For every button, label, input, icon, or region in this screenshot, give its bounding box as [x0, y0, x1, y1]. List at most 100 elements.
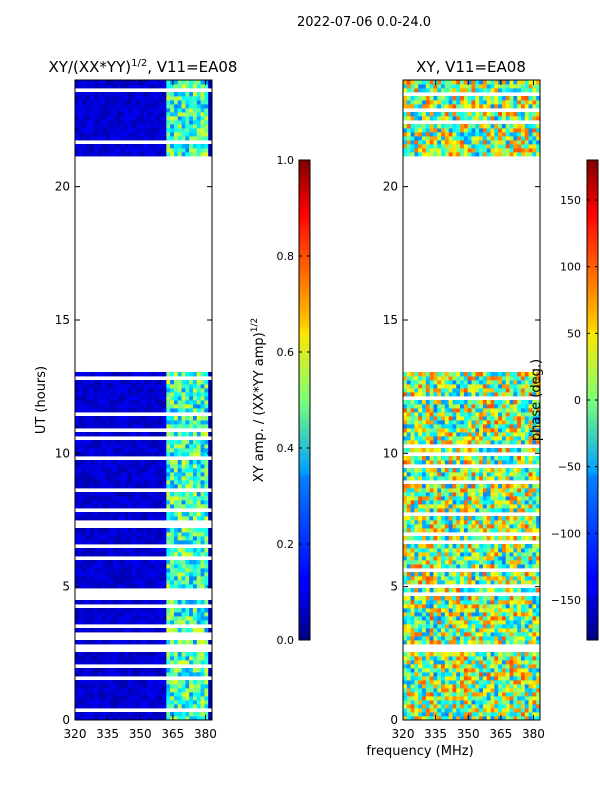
- heatmap-cell: [94, 616, 99, 621]
- heatmap-cell: [170, 688, 175, 693]
- heatmap-cell: [410, 456, 415, 461]
- heatmap-cell: [475, 624, 480, 629]
- heatmap-cell: [471, 588, 476, 593]
- heatmap-cell: [90, 476, 95, 481]
- heatmap-cell: [90, 416, 95, 421]
- heatmap-cell: [170, 564, 175, 569]
- heatmap-cell: [90, 464, 95, 469]
- heatmap-cell: [498, 656, 503, 661]
- heatmap-cell: [490, 612, 495, 617]
- heatmap-cell: [471, 536, 476, 541]
- heatmap-cell: [147, 460, 152, 465]
- heatmap-cell: [101, 700, 106, 705]
- heatmap-cell: [425, 488, 431, 493]
- heatmap-cell: [501, 692, 507, 697]
- heatmap-cell: [490, 572, 495, 577]
- heatmap-cell: [467, 668, 472, 673]
- heatmap-cell: [204, 580, 209, 585]
- heatmap-cell: [490, 556, 495, 561]
- heatmap-cell: [200, 476, 205, 481]
- heatmap-cell: [147, 560, 152, 565]
- heatmap-cell: [444, 488, 450, 493]
- heatmap-cell: [433, 704, 438, 709]
- heatmap-cell: [139, 560, 144, 565]
- heatmap-cell: [196, 480, 201, 485]
- heatmap-cell: [147, 476, 152, 481]
- heatmap-cell: [208, 128, 213, 133]
- heatmap-cell: [109, 564, 114, 569]
- heatmap-cell: [170, 616, 175, 621]
- heatmap-cell: [448, 556, 453, 561]
- heatmap-cell: [128, 572, 133, 577]
- heatmap-cell: [494, 656, 499, 661]
- heatmap-cell: [147, 512, 152, 517]
- heatmap-cell: [177, 480, 182, 485]
- heatmap-cell: [162, 124, 167, 129]
- heatmap-cell: [170, 380, 175, 385]
- heatmap-cell: [154, 652, 160, 657]
- heatmap-cell: [170, 600, 175, 605]
- heatmap-cell: [173, 548, 179, 553]
- heatmap-cell: [177, 112, 182, 117]
- heatmap-cell: [105, 432, 110, 437]
- heatmap-cell: [444, 704, 450, 709]
- heatmap-cell: [86, 96, 91, 101]
- heatmap-cell: [90, 460, 95, 465]
- heatmap-cell: [75, 700, 80, 705]
- heatmap-cell: [505, 704, 510, 709]
- heatmap-cell: [509, 456, 514, 461]
- heatmap-cell: [196, 372, 201, 377]
- heatmap-cell: [162, 416, 167, 421]
- heatmap-cell: [78, 552, 84, 557]
- heatmap-cell: [158, 516, 163, 521]
- heatmap-cell: [528, 616, 533, 621]
- heatmap-cell: [94, 536, 99, 541]
- heatmap-cell: [177, 468, 182, 473]
- heatmap-cell: [204, 608, 209, 613]
- heatmap-cell: [116, 640, 122, 645]
- heatmap-cell: [185, 472, 190, 477]
- heatmap-cell: [536, 484, 541, 489]
- heatmap-cell: [429, 504, 434, 509]
- heatmap-cell: [467, 680, 472, 685]
- heatmap-cell: [429, 640, 434, 645]
- heatmap-cell: [456, 704, 461, 709]
- heatmap-cell: [185, 400, 190, 405]
- heatmap-cell: [113, 452, 118, 457]
- heatmap-cell: [444, 636, 450, 641]
- heatmap-cell: [124, 136, 129, 141]
- heatmap-cell: [105, 680, 110, 685]
- heatmap-cell: [422, 712, 427, 717]
- heatmap-cell: [78, 492, 84, 497]
- heatmap-cell: [467, 580, 472, 585]
- heatmap-cell: [97, 444, 103, 449]
- heatmap-cell: [196, 536, 201, 541]
- heatmap-cell: [154, 608, 160, 613]
- heatmap-cell: [166, 400, 171, 405]
- heatmap-cell: [517, 672, 522, 677]
- heatmap-cell: [82, 432, 87, 437]
- heatmap-cell: [433, 492, 438, 497]
- heatmap-cell: [490, 716, 495, 721]
- heatmap-cell: [177, 580, 182, 585]
- heatmap-cell: [147, 384, 152, 389]
- heatmap-cell: [433, 572, 438, 577]
- heatmap-cell: [189, 416, 194, 421]
- heatmap-cell: [177, 132, 182, 137]
- heatmap-cell: [105, 420, 110, 425]
- heatmap-cell: [200, 496, 205, 501]
- heatmap-cell: [456, 600, 461, 605]
- heatmap-cell: [418, 556, 423, 561]
- heatmap-cell: [528, 708, 533, 713]
- heatmap-cell: [414, 476, 419, 481]
- heatmap-cell: [196, 424, 201, 429]
- heatmap-cell: [189, 476, 194, 481]
- heatmap-cell: [463, 588, 469, 593]
- heatmap-cell: [196, 600, 201, 605]
- heatmap-cell: [86, 92, 91, 97]
- heatmap-cell: [135, 696, 141, 701]
- heatmap-cell: [82, 568, 87, 573]
- heatmap-cell: [94, 540, 99, 545]
- heatmap-cell: [101, 432, 106, 437]
- heatmap-cell: [94, 116, 99, 121]
